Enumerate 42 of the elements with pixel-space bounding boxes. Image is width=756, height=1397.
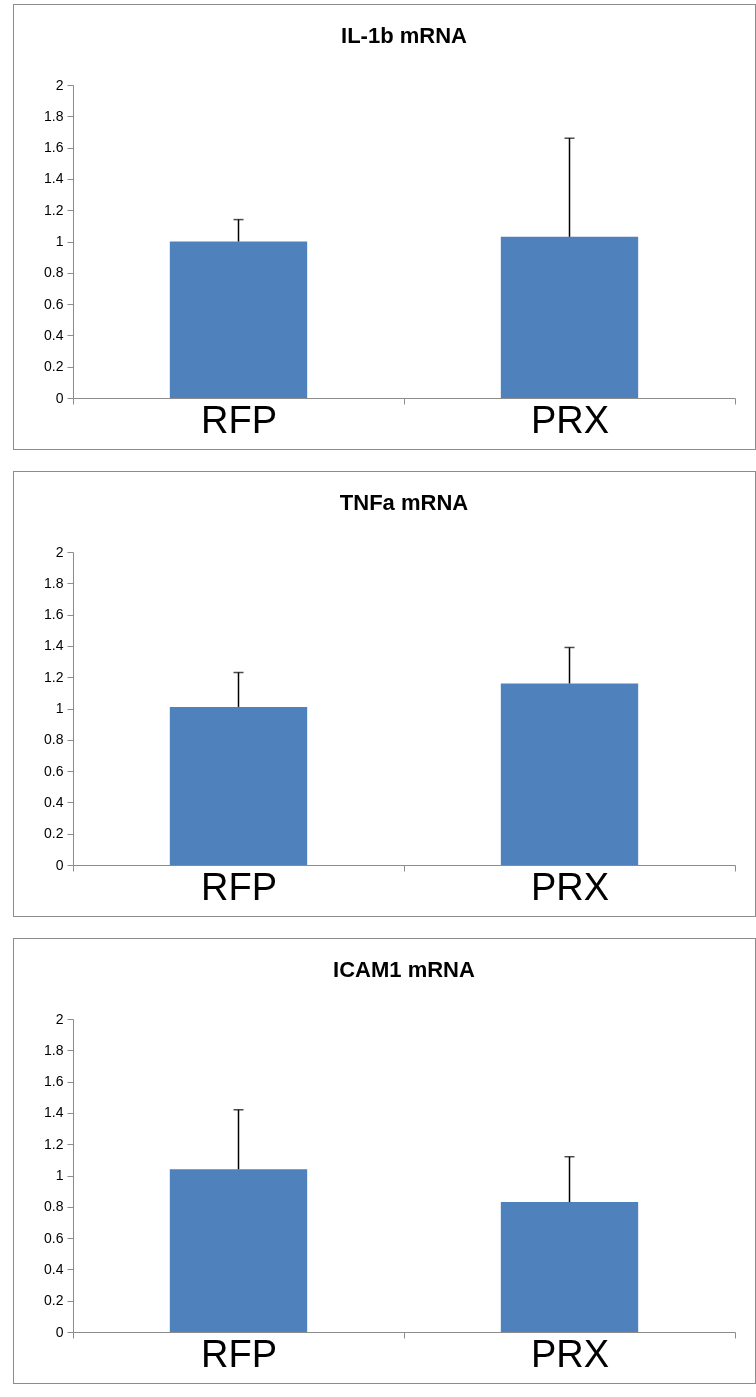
x-tick-label: RFP <box>201 1332 277 1375</box>
y-tick-label: 1.4 <box>44 637 64 654</box>
y-tick-label: 0.4 <box>44 326 64 343</box>
y-tick-label: 1.2 <box>44 201 64 218</box>
y-tick-label: 0.2 <box>44 1292 64 1309</box>
y-tick-label: 1.4 <box>44 1104 64 1121</box>
y-tick-label: 1.4 <box>44 170 64 187</box>
y-tick-label: 0.8 <box>44 731 64 748</box>
y-tick-label: 1 <box>55 700 64 716</box>
y-tick-label: 1 <box>55 1167 64 1183</box>
x-tick-label: RFP <box>201 865 277 908</box>
y-tick-label: 1.6 <box>44 606 64 623</box>
x-tick-label: PRX <box>530 865 610 908</box>
chart-title: ICAM1 mRNA <box>333 957 475 982</box>
y-tick-label: 1.8 <box>44 1041 64 1058</box>
y-tick-label: 2 <box>55 1010 64 1027</box>
x-tick-label: RFP <box>201 398 277 441</box>
x-tick-label: PRX <box>530 398 610 441</box>
y-tick-label: 2 <box>55 543 64 560</box>
y-tick-label: 1 <box>55 233 64 249</box>
y-tick-label: 0.2 <box>44 825 64 842</box>
y-tick-label: 0.8 <box>44 264 64 281</box>
y-tick-label: 1.8 <box>44 574 64 591</box>
y-tick-label: 1.8 <box>44 107 64 124</box>
y-tick-label: 0.4 <box>44 1260 64 1277</box>
chart-title: IL-1b mRNA <box>341 23 468 48</box>
y-tick-label: 0.4 <box>44 793 64 810</box>
y-tick-label: 0 <box>55 389 64 406</box>
y-tick-label: 1.2 <box>44 668 64 685</box>
y-tick-label: 0.6 <box>44 1229 64 1246</box>
y-tick-label: 1.6 <box>44 1073 64 1090</box>
y-tick-label: 0 <box>55 856 64 873</box>
y-tick-label: 2 <box>55 76 64 93</box>
y-tick-label: 0.8 <box>44 1198 64 1215</box>
y-tick-label: 0.6 <box>44 295 64 312</box>
y-tick-label: 1.2 <box>44 1135 64 1152</box>
y-tick-label: 0 <box>55 1323 64 1340</box>
y-tick-label: 0.2 <box>44 358 64 375</box>
x-tick-label: PRX <box>530 1332 610 1375</box>
y-tick-label: 0.6 <box>44 762 64 779</box>
y-tick-label: 1.6 <box>44 139 64 156</box>
chart-title: TNFa mRNA <box>339 490 469 515</box>
